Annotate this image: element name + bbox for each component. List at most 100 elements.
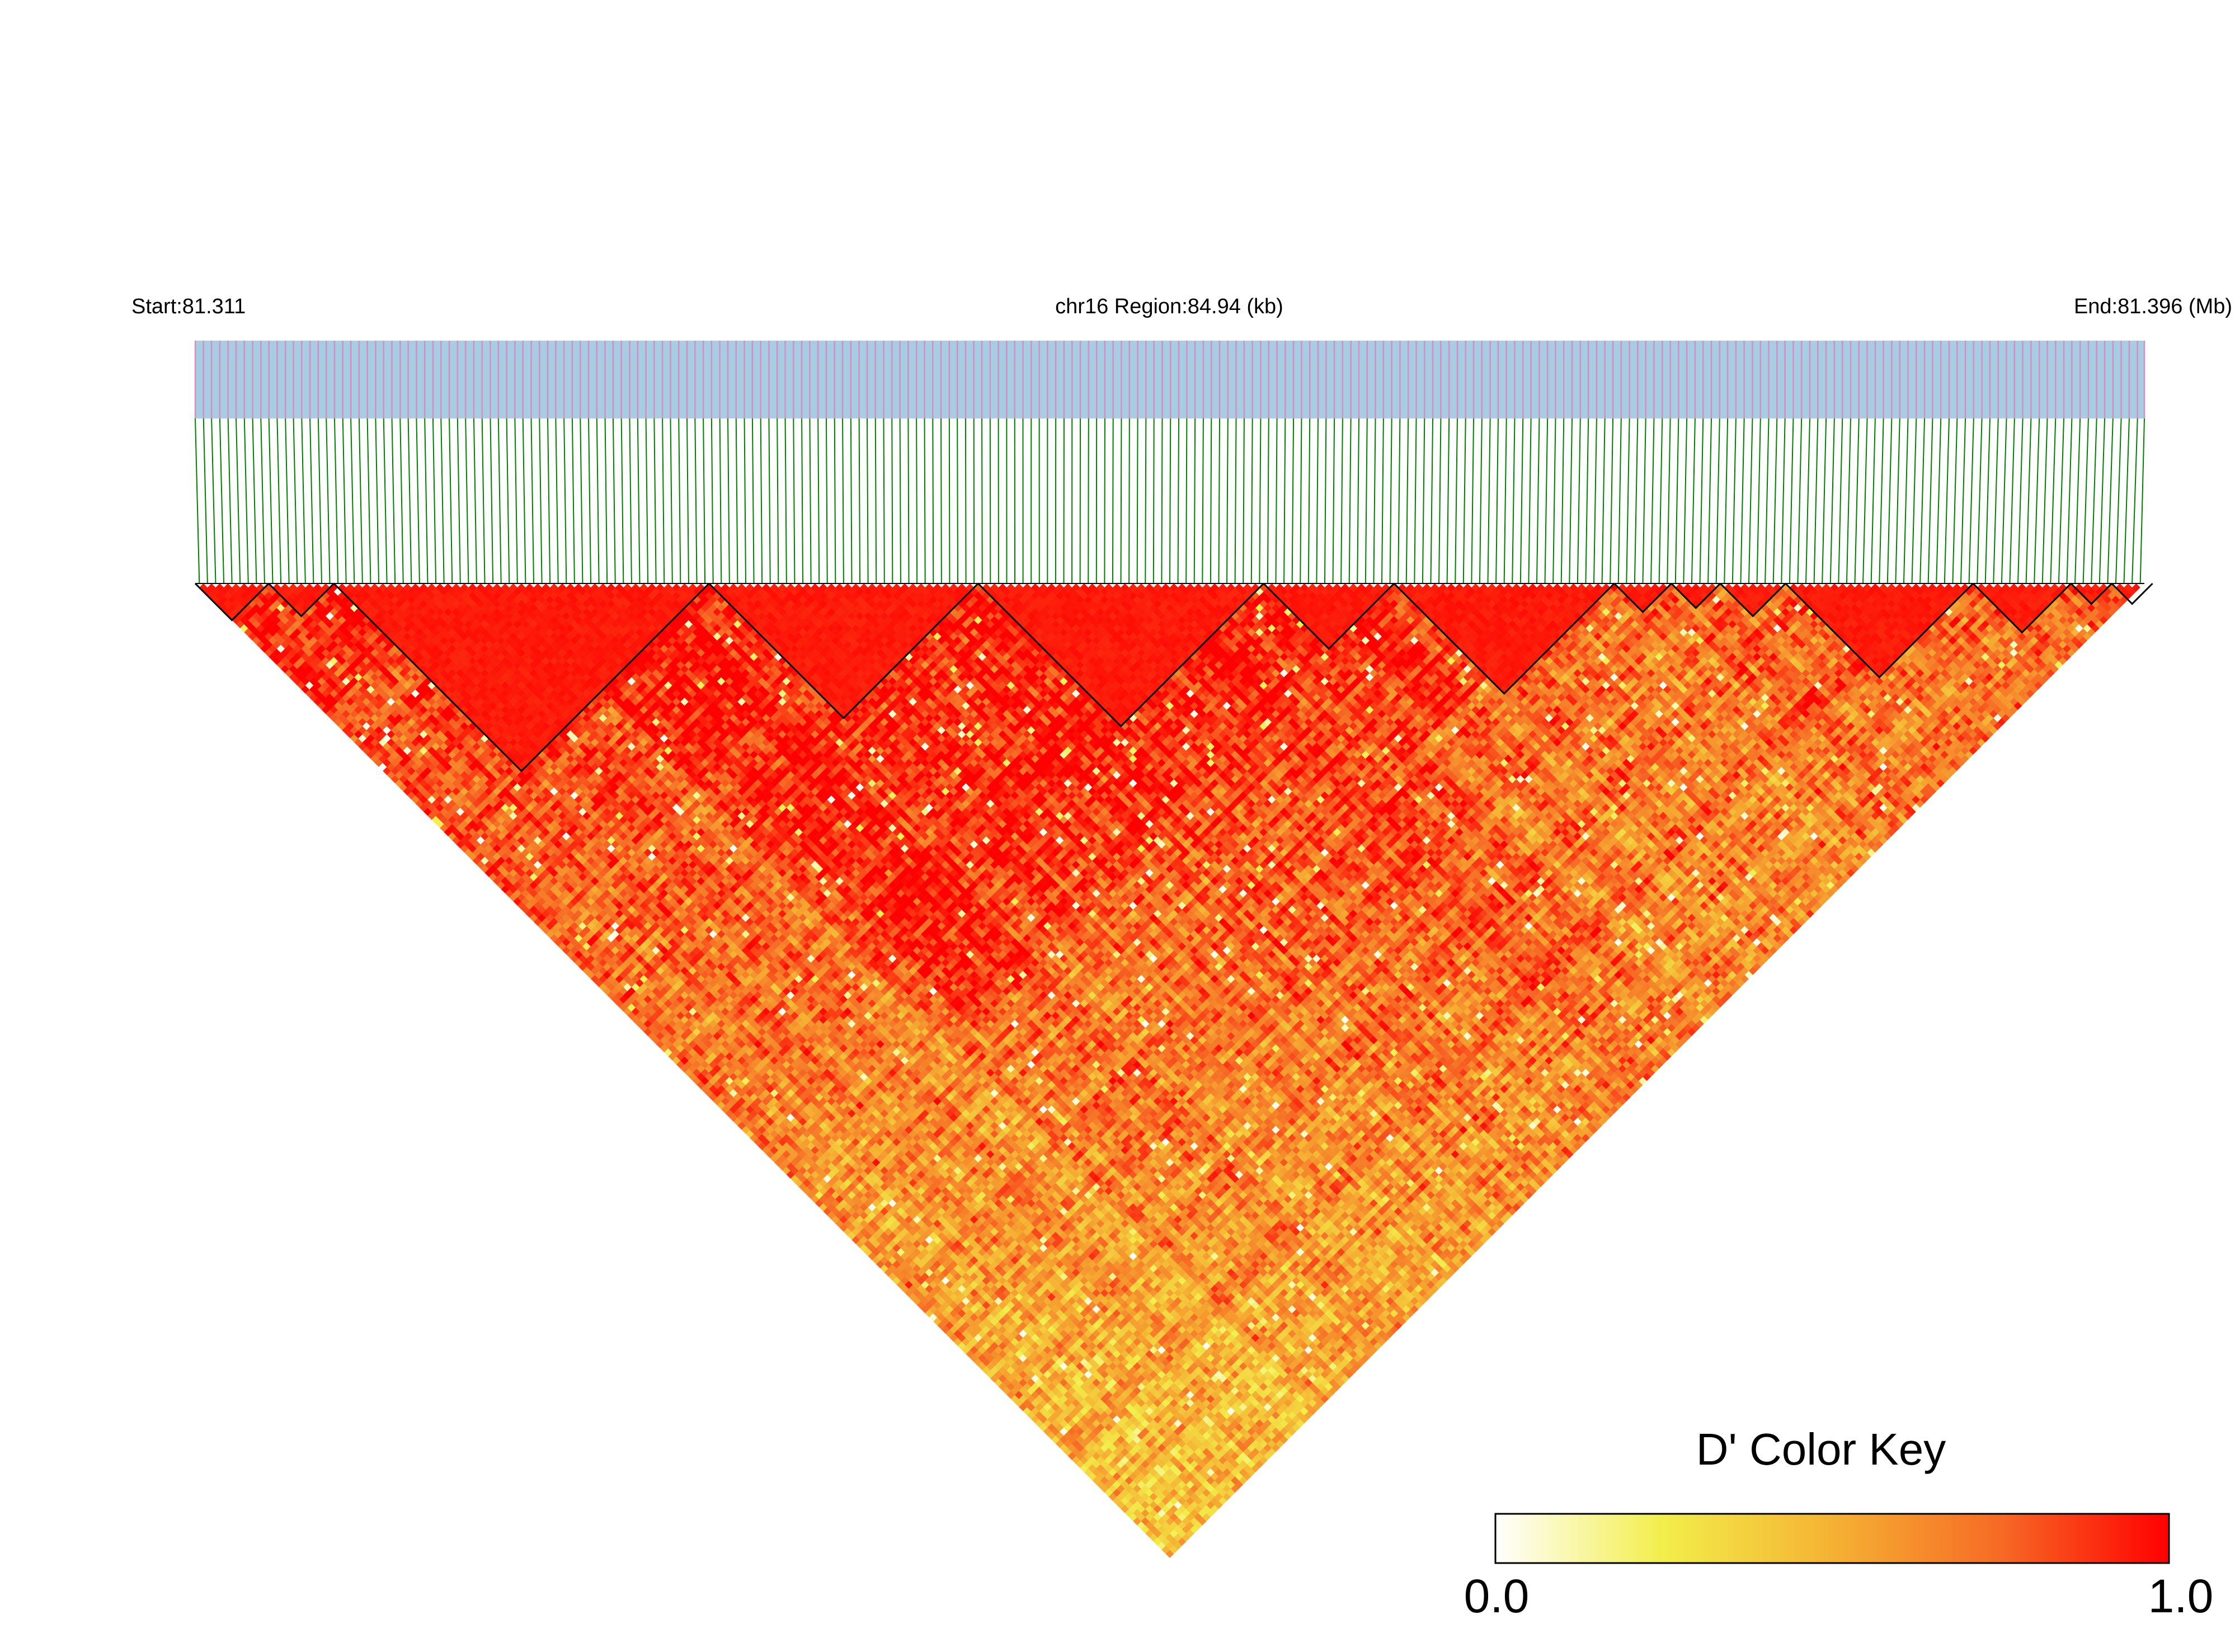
snp-connector-line [490,418,493,583]
snp-connector-line [572,418,575,583]
snp-connector-line [1806,418,1810,583]
snp-connector-line [2010,418,2014,583]
snp-connector-line [941,418,942,583]
snp-connector-line [2100,418,2105,583]
snp-connector-line [1161,418,1162,583]
snp-connector-line [1692,418,1695,583]
snp-connector-line [1325,418,1326,583]
snp-connector-line [1309,418,1310,583]
snp-connector-line [253,418,257,583]
snp-connector-line [1414,418,1416,583]
snp-connector-line [629,418,631,583]
snp-connector-line [244,418,248,583]
snp-connector-line [638,418,640,583]
snp-connector-line [408,418,412,583]
snp-connector-line [228,418,232,583]
snp-connector-lines [195,418,2144,583]
snp-connector-line [605,418,608,583]
snp-connector-line [277,418,281,583]
snp-connector-line [1651,418,1654,583]
snp-connector-line [458,418,460,583]
snp-connector-line [1667,418,1670,583]
snp-connector-line [359,418,363,583]
snp-connector-line [1431,418,1433,583]
snp-connector-line [1912,418,1917,583]
snp-connector-line [1145,418,1146,583]
snp-connector-line [474,418,477,583]
snp-connector-line [1382,418,1384,583]
snp-connector-line [1790,418,1794,583]
snp-connector-line [769,418,770,583]
snp-connector-line [810,418,811,583]
snp-connector-line [728,418,730,583]
snp-connector-line [1251,418,1253,583]
snp-connector-line [1724,418,1728,583]
snp-connector-line [1341,418,1343,583]
snp-connector-line [1569,418,1572,583]
snp-connector-line [1602,418,1605,583]
region-end-label: End:81.396 (Mb) [2074,295,2232,318]
snp-connector-line [1945,418,1949,583]
snp-connector-line [818,418,819,583]
snp-connector-line [646,418,648,583]
snp-connector-line [1129,418,1130,583]
snp-connector-line [1683,418,1687,583]
snp-connector-line [1300,418,1301,583]
snp-connector-line [916,418,917,583]
snp-connector-line [2002,418,2007,583]
snp-connector-line [1373,418,1375,583]
snp-connector-line [531,418,533,583]
snp-connector-line [220,418,224,583]
snp-connector-line [1528,418,1531,583]
snp-connector-line [1643,418,1645,583]
snp-connector-line [949,418,950,583]
snp-connector-line [1178,418,1179,583]
snp-connector-line [736,418,738,583]
snp-connector-line [1708,418,1711,583]
snp-connector-line [2091,418,2096,583]
snp-connector-line [2132,418,2138,583]
snp-connector-line [2050,418,2055,583]
snp-connector-line [1398,418,1400,583]
snp-connector-line [2034,418,2039,583]
snp-connector-line [2083,418,2088,583]
snp-connector-line [622,418,624,583]
snp-connector-line [1471,418,1474,583]
snp-connector-line [703,418,705,583]
snp-connector-line [507,418,510,583]
snp-connector-line [2059,418,2064,583]
snp-connector-line [310,418,313,583]
snp-connector-line [1838,418,1842,583]
snp-connector-line [2124,418,2129,583]
snp-connector-line [1480,418,1482,583]
snp-connector-line [1447,418,1450,583]
snp-connector-line [1194,418,1195,583]
snp-connector-line [1202,418,1203,583]
snp-connector-line [1700,418,1704,583]
snp-connector-line [859,418,860,583]
snp-connector-line [1961,418,1965,583]
snp-connector-line [712,418,713,583]
snp-connector-line [589,418,591,583]
snp-connector-line [1847,418,1851,583]
snp-connector-line [515,418,517,583]
snp-connector-line [1259,418,1260,583]
snp-connector-line [236,418,240,583]
snp-connector-line [1423,418,1424,583]
snp-connector-line [1920,418,1925,583]
snp-connector-line [318,418,322,583]
snp-connector-line [1904,418,1908,583]
snp-connector-line [835,418,836,583]
snp-connector-line [1276,418,1277,583]
snp-connector-line [679,418,680,583]
snp-connector-line [1781,418,1785,583]
snp-connector-line [302,418,305,583]
snp-connector-line [204,418,208,583]
snp-connector-line [2116,418,2121,583]
snp-connector-line [261,418,265,583]
snp-connector-line [1088,418,1089,583]
snp-connector-line [957,418,958,583]
snp-connector-line [867,418,868,583]
snp-connector-line [1952,418,1957,583]
